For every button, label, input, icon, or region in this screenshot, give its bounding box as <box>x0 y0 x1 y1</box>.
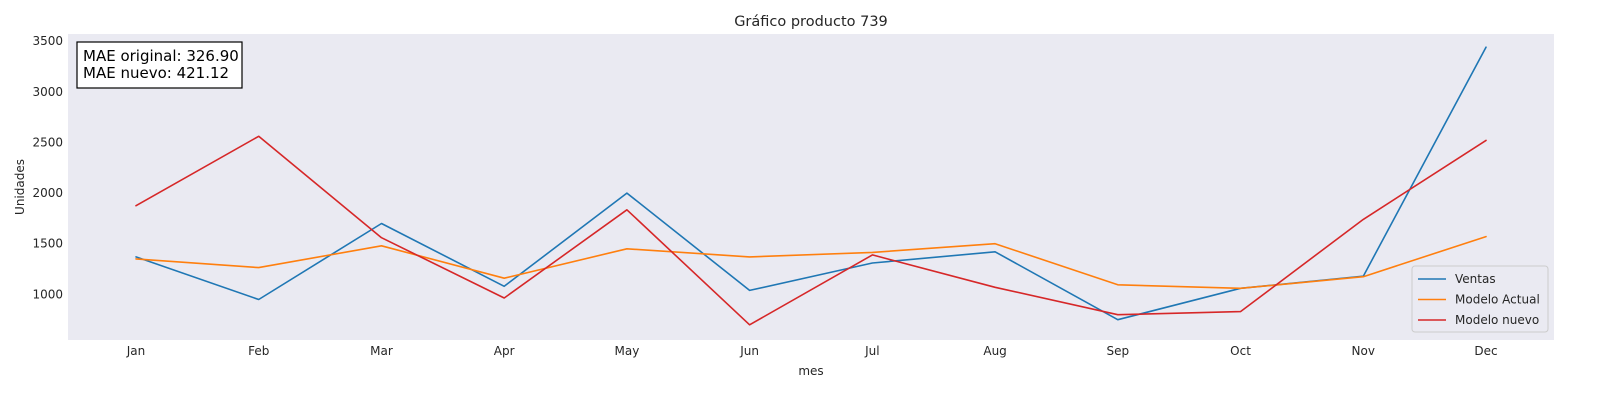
x-tick-label: Apr <box>494 344 515 358</box>
x-tick-label: Mar <box>370 344 393 358</box>
x-tick-label: Aug <box>983 344 1006 358</box>
legend-label: Modelo Actual <box>1455 293 1540 307</box>
x-tick-label: Feb <box>248 344 269 358</box>
y-axis-title: Unidades <box>13 159 27 215</box>
y-tick-label: 2500 <box>32 135 63 149</box>
legend-label: Modelo nuevo <box>1455 313 1539 327</box>
x-tick-label: Jul <box>864 344 879 358</box>
legend-frame <box>1411 265 1549 333</box>
x-tick-label: Jan <box>126 344 146 358</box>
x-tick-label: Dec <box>1474 344 1497 358</box>
mae-annotation-box: MAE original: 326.90 MAE nuevo: 421.12 <box>76 41 243 89</box>
x-tick-label: Jun <box>739 344 759 358</box>
series-layer <box>135 46 1487 326</box>
annotation-frame <box>76 41 243 89</box>
x-tick-label: May <box>615 344 640 358</box>
y-tick-label: 2000 <box>32 186 63 200</box>
series-line-modelo-nuevo <box>135 135 1487 326</box>
x-tick-label: Sep <box>1107 344 1130 358</box>
legend-items: Ventas Modelo Actual Modelo nuevo <box>1418 272 1540 327</box>
x-tick-labels: Jan Feb Mar Apr May Jun Jul Aug Sep Oct Nov Dec <box>126 344 1498 358</box>
legend-label: Ventas <box>1455 272 1496 286</box>
series-line-modelo-actual <box>135 235 1487 290</box>
mae-nuevo-text: MAE nuevo: 421.12 <box>83 64 229 82</box>
mae-original-text: MAE original: 326.90 <box>83 47 239 65</box>
legend: Ventas Modelo Actual Modelo nuevo <box>1411 265 1549 333</box>
y-tick-label: 3000 <box>32 85 63 99</box>
x-tick-label: Nov <box>1352 344 1375 358</box>
plot-area <box>68 34 1554 340</box>
y-tick-label: 1500 <box>32 237 63 251</box>
y-tick-label: 3500 <box>32 34 63 48</box>
chart-title: Gráfico producto 739 <box>734 14 888 30</box>
y-tick-labels: 1000 1500 2000 2500 3000 3500 <box>32 34 63 301</box>
x-tick-label: Oct <box>1230 344 1251 358</box>
x-axis-title: mes <box>798 364 823 378</box>
y-tick-label: 1000 <box>32 287 63 301</box>
